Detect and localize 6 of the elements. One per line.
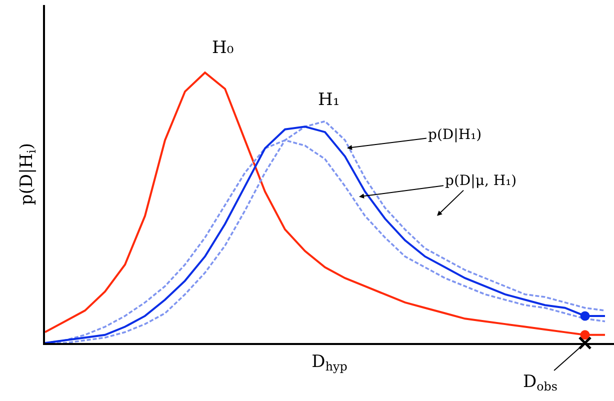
x-axis-title: D$_{hyp}$ <box>312 352 348 374</box>
annotation: p(D|μ, H₁) <box>445 173 517 189</box>
annotation: H₁ <box>318 90 340 110</box>
text: H₀ <box>212 38 234 58</box>
annotation: p(D|H₁) <box>428 127 482 143</box>
text: D$_{obs}$ <box>523 372 558 394</box>
